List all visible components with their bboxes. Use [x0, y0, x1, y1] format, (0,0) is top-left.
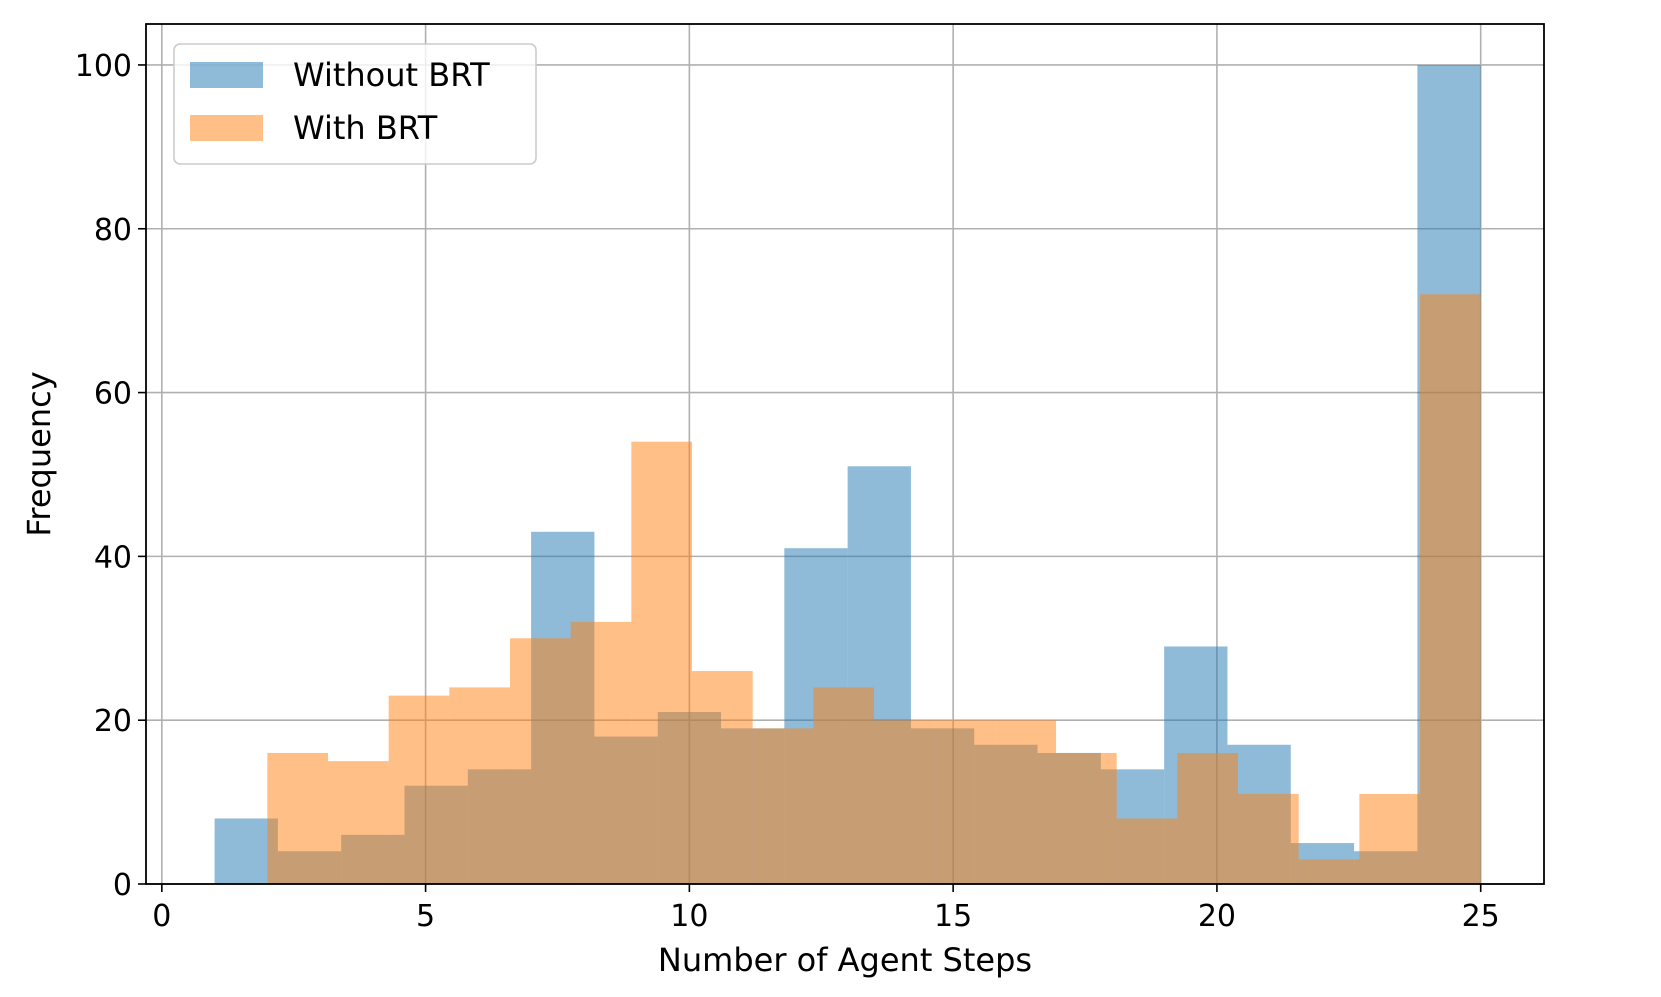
x-tick-label-20: 20: [1198, 899, 1236, 934]
y-tick-label-80: 80: [94, 213, 132, 248]
bar-with-brt-9: [813, 687, 875, 884]
bar-with-brt-7: [692, 671, 753, 884]
x-tick-label-15: 15: [934, 899, 972, 934]
legend-swatch-without-brt: [190, 62, 263, 88]
bar-with-brt-0: [267, 752, 329, 884]
x-tick-label-25: 25: [1462, 899, 1500, 934]
y-tick-label-40: 40: [94, 540, 132, 575]
bar-with-brt-10: [874, 720, 935, 884]
bar-with-brt-17: [1298, 859, 1360, 884]
bar-with-brt-12: [995, 720, 1057, 884]
bar-with-brt-18: [1359, 793, 1421, 884]
bar-with-brt-13: [1056, 752, 1117, 884]
x-tick-label-5: 5: [416, 899, 435, 934]
legend-label-with-brt: With BRT: [293, 109, 438, 147]
histogram-bars: [214, 64, 1481, 884]
axis-ticks: 0 5 10 15 20 25 0 20 40 60 80 100: [75, 49, 1500, 934]
plot-frame: [145, 23, 1545, 885]
legend-swatch-with-brt: [190, 115, 263, 141]
y-tick-label-20: 20: [94, 704, 132, 739]
bar-with-brt-6: [631, 441, 693, 884]
y-axis-label: Frequency: [20, 371, 58, 536]
bar-with-brt-4: [510, 638, 571, 884]
bar-with-brt-3: [449, 687, 511, 884]
y-tick-label-0: 0: [113, 868, 132, 903]
bar-with-brt-14: [1116, 818, 1178, 884]
bar-with-brt-16: [1238, 793, 1299, 884]
bar-with-brt-15: [1177, 752, 1239, 884]
bar-with-brt-1: [328, 761, 389, 884]
bar-with-brt-19: [1420, 294, 1481, 884]
bar-with-brt-5: [570, 621, 632, 884]
legend-label-without-brt: Without BRT: [293, 56, 490, 94]
bar-with-brt-11: [934, 720, 996, 884]
y-tick-label-60: 60: [94, 377, 132, 412]
x-tick-label-0: 0: [152, 899, 171, 934]
bar-with-brt-8: [752, 728, 814, 884]
y-tick-label-100: 100: [75, 49, 132, 84]
x-tick-label-10: 10: [670, 899, 708, 934]
x-axis-label: Number of Agent Steps: [658, 941, 1032, 979]
legend-box: [173, 43, 537, 165]
bar-with-brt-2: [388, 695, 450, 884]
legend: Without BRT With BRT: [173, 43, 537, 165]
